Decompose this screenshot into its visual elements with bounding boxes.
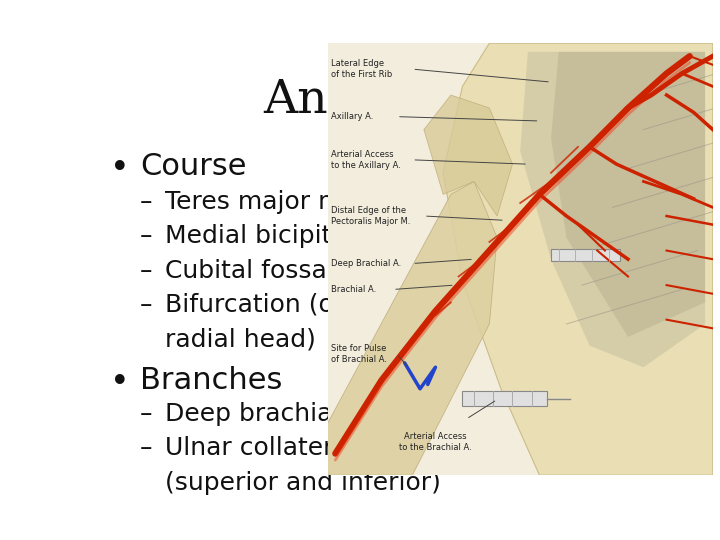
Text: Deep Brachial A.: Deep Brachial A.	[331, 259, 402, 268]
Text: Anatomy: Anatomy	[263, 77, 475, 123]
Text: Teres major m.: Teres major m.	[166, 190, 351, 213]
Text: Brachial A.: Brachial A.	[331, 285, 377, 294]
Text: Branches: Branches	[140, 366, 282, 395]
Bar	[462, 391, 547, 406]
Text: –: –	[140, 190, 153, 213]
Text: Arterial Access
to the Brachial A.: Arterial Access to the Brachial A.	[399, 432, 472, 452]
Text: Bifurcation (opposite to: Bifurcation (opposite to	[166, 293, 459, 317]
Text: •: •	[109, 366, 129, 399]
Text: Lateral Edge
of the First Rib: Lateral Edge of the First Rib	[331, 59, 392, 79]
Text: Deep brachial a.: Deep brachial a.	[166, 402, 371, 426]
Text: Site for Pulse
of Brachial A.: Site for Pulse of Brachial A.	[331, 344, 387, 365]
Text: Axillary A.: Axillary A.	[331, 112, 374, 121]
Bar	[551, 249, 621, 261]
Text: –: –	[140, 259, 153, 282]
Polygon shape	[424, 95, 513, 216]
Polygon shape	[551, 52, 705, 337]
Text: Arterial Access
to the Axillary A.: Arterial Access to the Axillary A.	[331, 150, 401, 170]
Text: –: –	[140, 436, 153, 460]
Text: Cubital fossa: Cubital fossa	[166, 259, 327, 282]
Text: Medial bicipital sulcus: Medial bicipital sulcus	[166, 224, 441, 248]
Text: •: •	[109, 152, 129, 185]
Text: Course: Course	[140, 152, 247, 181]
Text: Ulnar collateral a.: Ulnar collateral a.	[166, 436, 387, 460]
Text: –: –	[140, 402, 153, 426]
Polygon shape	[443, 43, 713, 475]
Text: Distal Edge of the
Pectoralis Major M.: Distal Edge of the Pectoralis Major M.	[331, 206, 411, 226]
Polygon shape	[521, 52, 705, 367]
Polygon shape	[328, 181, 497, 475]
Text: –: –	[140, 224, 153, 248]
Text: (superior and inferior): (superior and inferior)	[166, 471, 441, 495]
Text: –: –	[140, 293, 153, 317]
Text: radial head): radial head)	[166, 328, 316, 352]
